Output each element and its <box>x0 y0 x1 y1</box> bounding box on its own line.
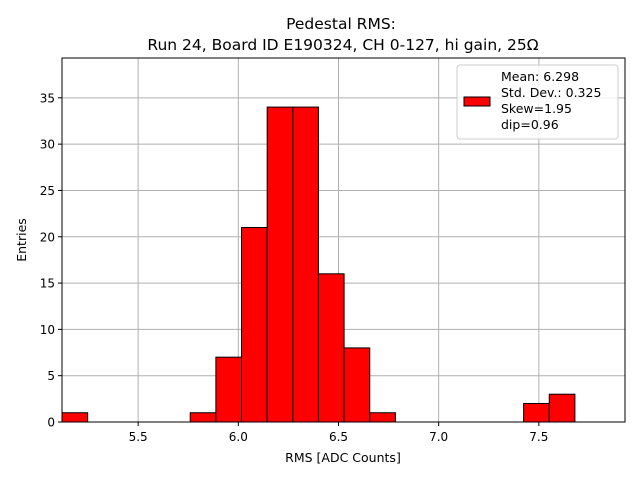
histogram-bar <box>266 106 294 423</box>
chart-title-line-2: Run 24, Board ID E190324, CH 0-127, hi g… <box>147 36 538 54</box>
legend-swatch <box>463 96 491 107</box>
histogram-bar <box>317 273 345 423</box>
histogram-bar <box>548 393 576 423</box>
y-tick-label: 0 <box>47 416 55 430</box>
x-tick-label: 7.0 <box>429 430 448 444</box>
plot-frame <box>61 57 626 423</box>
y-tick-label: 30 <box>40 138 55 152</box>
legend-line-stddev: Std. Dev.: 0.325 <box>501 85 601 100</box>
x-tick-label: 5.5 <box>129 430 148 444</box>
y-tick-label: 10 <box>40 323 55 337</box>
y-tick-label: 15 <box>40 277 55 291</box>
histogram-bar <box>61 412 89 423</box>
x-tick-label: 7.5 <box>529 430 548 444</box>
legend: Mean: 6.298 Std. Dev.: 0.325 Skew=1.95 d… <box>456 64 619 140</box>
x-tick-label: 6.0 <box>229 430 248 444</box>
legend-line-dip: dip=0.96 <box>501 117 559 132</box>
legend-line-mean: Mean: 6.298 <box>501 69 579 84</box>
histogram-bar <box>292 106 319 423</box>
y-axis-label: Entries <box>14 218 29 262</box>
x-axis-ticks: 5.5 6.0 6.5 7.0 7.5 <box>129 422 548 444</box>
legend-box <box>456 64 619 140</box>
histogram-bar <box>523 402 550 423</box>
histogram-bars <box>61 106 576 423</box>
x-axis-label: RMS [ADC Counts] <box>285 450 401 465</box>
y-axis-ticks: 0 5 10 15 20 25 30 35 <box>40 91 62 430</box>
y-tick-label: 20 <box>40 230 55 244</box>
y-tick-label: 35 <box>40 91 55 105</box>
grid-lines <box>62 58 625 423</box>
chart-title-line-1: Pedestal RMS: <box>286 15 396 33</box>
legend-line-skew: Skew=1.95 <box>501 101 572 116</box>
y-tick-label: 25 <box>40 184 55 198</box>
histogram-bar <box>189 412 217 423</box>
x-tick-label: 6.5 <box>329 430 348 444</box>
histogram-bar <box>343 347 371 423</box>
histogram-bar <box>215 356 243 423</box>
histogram-bar <box>241 226 268 423</box>
histogram-bar <box>369 412 396 423</box>
y-tick-label: 5 <box>47 369 55 383</box>
